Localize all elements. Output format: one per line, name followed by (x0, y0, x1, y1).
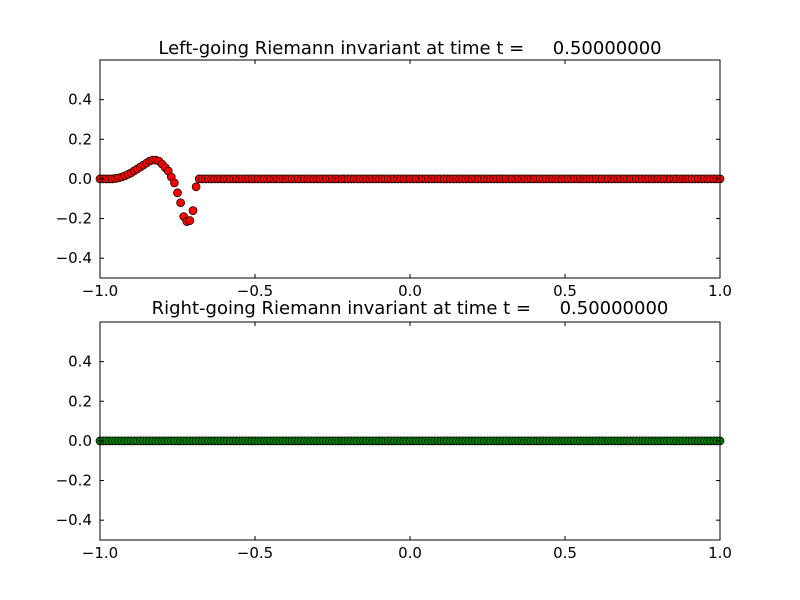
data-point (185, 216, 195, 225)
x-tick-label: 0.5 (553, 544, 577, 562)
chart-title: Left-going Riemann invariant at time t =… (158, 38, 661, 59)
x-tick-label: 0.0 (398, 282, 422, 300)
y-tick-label: −0.4 (56, 249, 92, 267)
axis-ticks: −1.0 −0.5 0.0 0.5 1.0 −0.4 −0.2 0.0 0.2 0.4 (56, 60, 732, 300)
x-tick-label: 1.0 (708, 544, 732, 562)
y-tick-label: 0.0 (68, 432, 92, 450)
data-point (191, 182, 201, 192)
data-point (173, 188, 182, 198)
chart-title: Right-going Riemann invariant at time t … (152, 298, 669, 319)
y-tick-label: 0.4 (68, 91, 92, 109)
y-tick-label: 0.4 (68, 353, 92, 371)
y-tick-label: 0.2 (68, 130, 92, 148)
scatter-points (95, 436, 725, 446)
y-tick-label: −0.2 (56, 210, 92, 228)
data-point (170, 178, 179, 188)
left-going-chart: Left-going Riemann invariant at time t =… (56, 38, 732, 300)
x-tick-label: −1.0 (82, 282, 118, 300)
x-tick-label: −0.5 (237, 282, 273, 300)
axis-ticks: −1.0 −0.5 0.0 0.5 1.0 −0.4 −0.2 0.0 0.2 0.4 (56, 322, 732, 562)
y-tick-label: 0.2 (68, 392, 92, 410)
x-tick-label: 0.0 (398, 544, 422, 562)
data-point (176, 198, 185, 208)
right-going-chart: Right-going Riemann invariant at time t … (56, 298, 732, 562)
scatter-points (95, 155, 725, 226)
y-tick-label: 0.0 (68, 170, 92, 188)
y-tick-label: −0.2 (56, 472, 92, 490)
x-tick-label: −0.5 (237, 544, 273, 562)
data-point (188, 206, 198, 215)
x-tick-label: −1.0 (82, 544, 118, 562)
y-tick-label: −0.4 (56, 511, 92, 529)
x-tick-label: 0.5 (553, 282, 577, 300)
x-tick-label: 1.0 (708, 282, 732, 300)
